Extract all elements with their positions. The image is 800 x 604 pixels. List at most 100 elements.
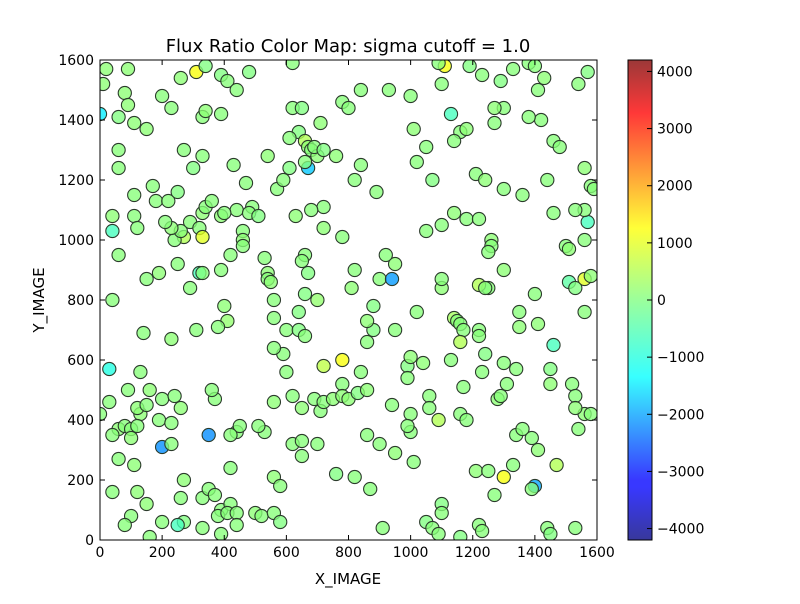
x-tick-label: 1600: [579, 545, 615, 561]
data-point: [111, 247, 126, 263]
data-point: [344, 280, 359, 296]
data-point: [434, 271, 449, 287]
data-point: [540, 172, 555, 188]
data-point: [431, 60, 446, 71]
data-point: [496, 355, 511, 371]
data-point: [229, 517, 244, 533]
data-point: [493, 73, 508, 89]
data-point: [170, 256, 185, 272]
data-point: [530, 82, 546, 98]
data-point: [478, 172, 493, 188]
data-point: [257, 250, 272, 266]
data-point: [105, 292, 120, 308]
data-point: [499, 376, 515, 392]
data-point: [387, 256, 403, 272]
data-point: [254, 508, 269, 524]
data-point: [136, 325, 151, 341]
data-point: [142, 529, 157, 540]
data-point: [403, 406, 418, 422]
data-point: [512, 319, 527, 335]
data-point: [459, 211, 474, 227]
data-point: [173, 400, 188, 416]
data-point: [509, 361, 524, 377]
data-point: [195, 148, 210, 164]
data-point: [127, 115, 142, 131]
data-point: [577, 160, 592, 176]
plot-frame: [99, 59, 598, 541]
data-point: [213, 106, 229, 122]
data-point: [276, 172, 291, 188]
data-point: [583, 268, 597, 284]
colorbar-tick-label: 4000: [657, 64, 693, 80]
data-point: [471, 211, 487, 227]
data-point: [145, 178, 160, 194]
data-point: [434, 217, 449, 233]
data-point: [403, 88, 418, 104]
data-point: [235, 238, 251, 254]
data-point: [496, 262, 511, 278]
data-point: [406, 454, 421, 470]
data-point: [111, 142, 126, 158]
data-point: [105, 427, 120, 443]
colorbar-tick-label: 0: [657, 293, 666, 309]
data-point: [266, 394, 282, 410]
data-point: [100, 76, 111, 92]
x-tick-label: 1000: [393, 545, 429, 561]
data-point: [238, 175, 254, 191]
data-point: [546, 337, 561, 353]
data-point: [285, 60, 300, 71]
data-point: [139, 121, 154, 137]
colorbar-ticks: 4000 3000 2000 1000 0 −1000 −2000 −3000 −4000: [647, 64, 704, 538]
data-point: [117, 85, 132, 101]
data-point: [353, 364, 369, 380]
data-point: [335, 352, 350, 368]
data-point: [217, 298, 232, 314]
data-point: [431, 412, 446, 428]
data-point: [102, 361, 117, 377]
data-point: [102, 394, 117, 410]
data-point: [217, 205, 232, 221]
data-point: [372, 271, 387, 287]
data-point: [139, 496, 154, 512]
data-point: [568, 280, 583, 296]
y-tick-label: 400: [67, 413, 94, 429]
data-point: [568, 400, 583, 416]
data-point: [381, 82, 397, 98]
colorbar-tick-label: 1000: [657, 236, 693, 252]
data-point: [372, 436, 387, 452]
y-tick-label: 1200: [58, 173, 94, 189]
data-point: [158, 214, 173, 230]
data-point: [164, 331, 179, 347]
data-point: [300, 265, 316, 281]
data-point: [459, 412, 474, 428]
data-point: [310, 436, 325, 452]
data-point: [189, 322, 204, 338]
chart-title: Flux Ratio Color Map: sigma cutoff = 1.0: [166, 36, 531, 57]
data-point: [353, 157, 369, 173]
data-point: [549, 457, 564, 473]
data-point: [310, 292, 325, 308]
data-point: [316, 199, 331, 215]
data-point: [568, 202, 583, 218]
data-point: [474, 364, 490, 380]
data-point: [120, 97, 136, 113]
data-point: [353, 82, 369, 98]
data-point: [105, 208, 120, 224]
data-point: [213, 526, 229, 540]
data-point: [446, 205, 462, 221]
data-point: [204, 193, 219, 209]
data-point: [387, 322, 403, 338]
data-point: [282, 130, 297, 146]
data-point: [133, 364, 148, 380]
data-point: [422, 388, 437, 404]
data-point: [120, 61, 136, 77]
data-point: [273, 514, 288, 530]
y-axis-ticks: 0 200 400 600 800 1000 1200 1400 1600: [58, 53, 597, 549]
points-layer: [100, 60, 597, 540]
data-point: [530, 442, 546, 458]
colorbar-tick-label: −1000: [657, 350, 704, 366]
data-point: [335, 376, 350, 392]
data-point: [471, 328, 487, 344]
data-point: [105, 223, 120, 239]
data-point: [543, 376, 558, 392]
